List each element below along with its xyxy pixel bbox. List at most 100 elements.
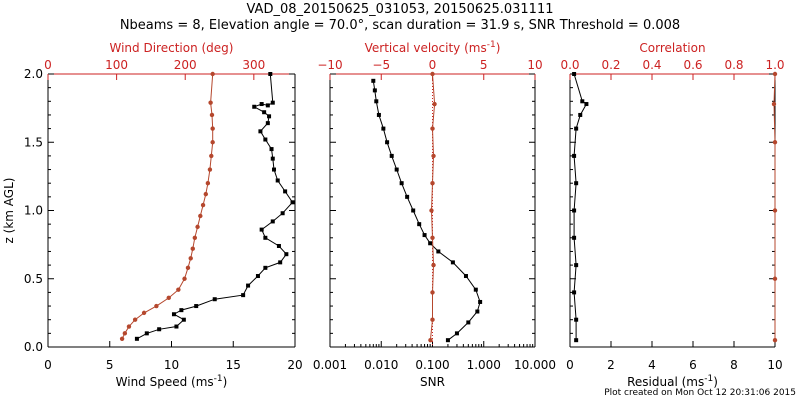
data-point	[454, 331, 459, 336]
data-point	[572, 235, 577, 240]
data-point	[209, 153, 214, 159]
data-point	[269, 147, 274, 152]
data-point	[267, 114, 272, 119]
y-tick-label: 2.0	[24, 67, 43, 81]
data-point	[389, 153, 394, 158]
x-tick-label: 0	[44, 358, 52, 372]
data-point	[207, 167, 213, 172]
data-point	[205, 181, 211, 186]
data-point	[430, 235, 435, 240]
top-tick-label: 0.6	[683, 58, 702, 72]
data-point	[381, 126, 386, 131]
data-point	[119, 336, 125, 342]
x-tick-label: 0.001	[313, 358, 347, 372]
data-point	[209, 112, 215, 118]
data-point	[141, 310, 147, 316]
data-point	[181, 317, 186, 322]
data-point	[417, 222, 422, 227]
top-tick-label: 0.0	[560, 58, 579, 72]
data-point	[411, 208, 416, 213]
data-point	[280, 211, 285, 216]
data-point	[574, 317, 579, 322]
series-line	[372, 80, 481, 341]
data-point	[134, 336, 139, 341]
data-point	[574, 263, 579, 268]
data-point	[171, 312, 176, 317]
data-point	[210, 140, 215, 145]
data-point	[255, 274, 260, 279]
top-tick-label: 100	[105, 58, 128, 72]
data-point	[431, 262, 436, 268]
top-tick-label: 0.4	[642, 58, 661, 72]
x-tick-label: 6	[689, 358, 697, 372]
data-point	[578, 112, 583, 117]
series-line	[773, 73, 776, 341]
data-point	[182, 276, 187, 281]
data-point	[431, 153, 436, 159]
x-tick-label: 10.000	[514, 358, 556, 372]
x-tick-label: 8	[730, 358, 738, 372]
top-tick-label: 10	[527, 58, 542, 72]
data-point	[259, 227, 264, 232]
data-point	[210, 71, 215, 77]
data-point	[405, 194, 410, 199]
data-point	[371, 78, 376, 83]
top-axis-label: Correlation	[639, 41, 705, 55]
data-point	[430, 71, 435, 77]
data-point	[122, 331, 128, 336]
top-tick-label: 1.0	[765, 58, 784, 72]
top-tick-label: −10	[317, 58, 342, 72]
top-tick-label: −5	[372, 58, 390, 72]
data-point	[580, 99, 585, 104]
data-point	[430, 290, 435, 295]
data-point	[195, 224, 200, 230]
data-point	[475, 309, 480, 314]
x-tick-label: 10	[164, 358, 179, 372]
data-point	[192, 235, 198, 240]
x-axis-label: Residual (ms-1)	[627, 374, 718, 389]
data-point	[208, 100, 213, 105]
data-point	[463, 274, 468, 279]
data-point	[372, 88, 377, 93]
data-point	[771, 101, 777, 107]
data-point	[428, 241, 433, 246]
data-point	[185, 265, 191, 271]
plot-title: VAD_08_20150625_031053, 20150625.031111	[246, 2, 554, 17]
x-tick-label: 1.000	[467, 358, 501, 372]
x-tick-label: 4	[648, 358, 656, 372]
data-point	[270, 100, 275, 105]
data-point	[428, 337, 433, 343]
y-tick-label: 1.0	[24, 204, 43, 218]
x-tick-label: 10	[767, 358, 782, 372]
top-tick-label: 0.8	[724, 58, 743, 72]
data-point	[270, 219, 275, 224]
data-point	[572, 290, 577, 295]
top-tick-label: 0	[429, 58, 437, 72]
data-point	[262, 110, 267, 115]
data-point	[772, 276, 778, 281]
data-point	[179, 308, 184, 313]
data-point	[212, 297, 217, 302]
data-point	[241, 293, 246, 298]
data-point	[258, 129, 263, 134]
data-point	[430, 181, 435, 186]
data-point	[263, 235, 268, 240]
top-axis-label: Vertical velocity (ms-1)	[365, 40, 501, 55]
data-point	[574, 181, 579, 186]
x-tick-label: 20	[287, 358, 302, 372]
data-point	[263, 137, 268, 142]
data-point	[574, 126, 579, 131]
data-point	[200, 202, 206, 208]
data-point	[290, 200, 295, 205]
plot-footer: Plot created on Mon Oct 12 20:31:06 2015	[604, 388, 796, 398]
x-tick-label: 0.100	[415, 358, 449, 372]
data-point	[210, 126, 215, 131]
top-tick-label: 5	[480, 58, 488, 72]
data-point	[450, 260, 455, 265]
data-point	[772, 140, 778, 145]
x-tick-label: 2	[607, 358, 615, 372]
data-point	[772, 337, 778, 343]
top-tick-label: 200	[174, 58, 197, 72]
